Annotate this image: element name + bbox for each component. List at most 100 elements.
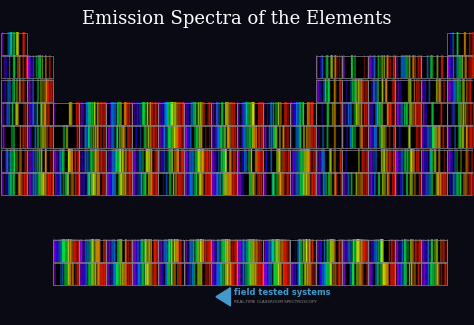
Text: Emission Spectra of the Elements: Emission Spectra of the Elements	[82, 10, 392, 28]
Bar	[316, 173, 342, 195]
Bar	[263, 126, 290, 148]
Bar	[106, 103, 132, 125]
Bar	[53, 103, 80, 125]
Bar	[263, 150, 290, 172]
Bar	[290, 173, 316, 195]
Bar	[80, 103, 106, 125]
Bar	[184, 173, 211, 195]
Bar	[158, 173, 184, 195]
Bar	[53, 264, 80, 285]
Text: field tested systems: field tested systems	[234, 288, 331, 297]
Bar	[368, 264, 394, 285]
Bar	[394, 126, 421, 148]
Bar	[80, 264, 106, 285]
Bar	[421, 56, 447, 78]
Bar	[342, 56, 368, 78]
Bar	[368, 103, 394, 125]
Bar	[132, 103, 158, 125]
Bar	[53, 173, 80, 195]
Bar	[211, 264, 237, 285]
Bar	[290, 264, 316, 285]
Bar	[27, 80, 53, 102]
Bar	[263, 173, 290, 195]
Bar	[368, 80, 394, 102]
Bar	[447, 173, 474, 195]
Bar	[106, 264, 132, 285]
Bar	[342, 150, 368, 172]
Bar	[342, 264, 368, 285]
Bar	[290, 240, 316, 262]
Bar	[184, 150, 211, 172]
Bar	[368, 240, 394, 262]
Bar	[27, 150, 53, 172]
Bar	[421, 126, 447, 148]
Bar	[421, 150, 447, 172]
Bar	[316, 126, 342, 148]
Bar	[132, 240, 158, 262]
Bar	[290, 103, 316, 125]
Bar	[132, 126, 158, 148]
Bar	[290, 150, 316, 172]
Bar	[316, 80, 342, 102]
Bar	[394, 103, 421, 125]
Bar	[237, 103, 263, 125]
Bar	[53, 126, 80, 148]
Bar	[421, 240, 447, 262]
Bar	[342, 103, 368, 125]
Text: REAL-TIME CLASSROOM SPECTROSCOPY: REAL-TIME CLASSROOM SPECTROSCOPY	[234, 300, 318, 304]
Bar	[0, 173, 27, 195]
Polygon shape	[216, 288, 230, 306]
Bar	[237, 150, 263, 172]
Bar	[80, 150, 106, 172]
Bar	[394, 240, 421, 262]
Bar	[263, 240, 290, 262]
Bar	[263, 103, 290, 125]
Bar	[106, 240, 132, 262]
Bar	[368, 173, 394, 195]
Bar	[421, 173, 447, 195]
Bar	[421, 80, 447, 102]
Bar	[53, 240, 80, 262]
Bar	[394, 80, 421, 102]
Bar	[447, 33, 474, 55]
Bar	[394, 173, 421, 195]
Bar	[342, 240, 368, 262]
Bar	[158, 103, 184, 125]
Bar	[394, 264, 421, 285]
Bar	[0, 56, 27, 78]
Bar	[237, 264, 263, 285]
Bar	[211, 240, 237, 262]
Bar	[184, 103, 211, 125]
Bar	[316, 240, 342, 262]
Bar	[80, 126, 106, 148]
Bar	[0, 80, 27, 102]
Bar	[316, 150, 342, 172]
Bar	[80, 173, 106, 195]
Bar	[27, 56, 53, 78]
Bar	[80, 240, 106, 262]
Bar	[316, 103, 342, 125]
Bar	[0, 126, 27, 148]
Bar	[447, 150, 474, 172]
Bar	[211, 126, 237, 148]
Bar	[342, 173, 368, 195]
Bar	[316, 264, 342, 285]
Bar	[342, 80, 368, 102]
Bar	[237, 126, 263, 148]
Bar	[211, 103, 237, 125]
Bar	[158, 240, 184, 262]
Bar	[158, 150, 184, 172]
Bar	[447, 103, 474, 125]
Bar	[368, 126, 394, 148]
Bar	[447, 80, 474, 102]
Bar	[158, 126, 184, 148]
Bar	[394, 150, 421, 172]
Bar	[184, 126, 211, 148]
Bar	[447, 56, 474, 78]
Bar	[342, 126, 368, 148]
Bar	[184, 264, 211, 285]
Bar	[27, 126, 53, 148]
Bar	[106, 173, 132, 195]
Bar	[290, 126, 316, 148]
Bar	[211, 173, 237, 195]
